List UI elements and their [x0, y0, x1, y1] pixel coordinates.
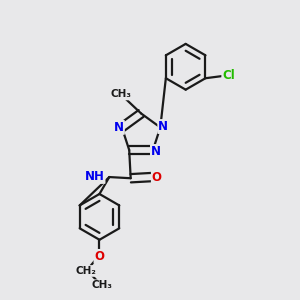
Text: N: N	[114, 121, 124, 134]
Text: NH: NH	[85, 170, 104, 183]
Text: CH₂: CH₂	[75, 266, 96, 276]
Text: CH₃: CH₃	[111, 89, 132, 99]
Text: O: O	[94, 250, 104, 263]
Text: N: N	[151, 145, 161, 158]
Text: O: O	[152, 171, 162, 184]
Text: N: N	[158, 120, 168, 133]
Text: Cl: Cl	[222, 69, 235, 82]
Text: CH₃: CH₃	[91, 280, 112, 290]
